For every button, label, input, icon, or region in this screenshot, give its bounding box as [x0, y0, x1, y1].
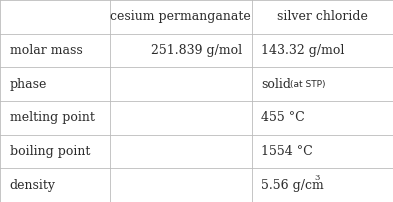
Text: (at STP): (at STP) — [290, 80, 325, 89]
Text: silver chloride: silver chloride — [277, 10, 368, 23]
Text: melting point: melting point — [10, 111, 95, 124]
Text: 3: 3 — [314, 174, 320, 182]
Text: 1554 °C: 1554 °C — [261, 145, 313, 158]
Text: 251.839 g/mol: 251.839 g/mol — [151, 44, 242, 57]
Text: solid: solid — [261, 78, 291, 91]
Text: molar mass: molar mass — [10, 44, 83, 57]
Text: 5.56 g/cm: 5.56 g/cm — [261, 179, 324, 192]
Text: boiling point: boiling point — [10, 145, 90, 158]
Text: density: density — [10, 179, 56, 192]
Text: cesium permanganate: cesium permanganate — [110, 10, 251, 23]
Text: 143.32 g/mol: 143.32 g/mol — [261, 44, 345, 57]
Text: phase: phase — [10, 78, 47, 91]
Text: 455 °C: 455 °C — [261, 111, 305, 124]
